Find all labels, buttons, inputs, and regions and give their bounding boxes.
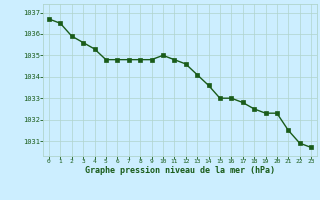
X-axis label: Graphe pression niveau de la mer (hPa): Graphe pression niveau de la mer (hPa) bbox=[85, 166, 275, 175]
